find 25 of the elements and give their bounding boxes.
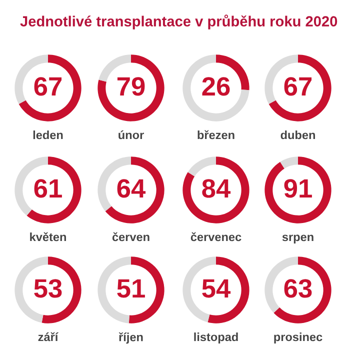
data-label: 79 bbox=[117, 77, 145, 96]
text: září bbox=[38, 332, 58, 342]
text: srpen bbox=[282, 234, 314, 244]
data-label: 67 bbox=[34, 77, 62, 96]
data-label: 64 bbox=[117, 179, 146, 198]
text: březen bbox=[198, 130, 234, 140]
text: červenec bbox=[190, 232, 242, 242]
text: říjen bbox=[118, 332, 143, 344]
data-label: 63 bbox=[284, 279, 312, 298]
data-label: 26 bbox=[202, 77, 230, 96]
data-label: 51 bbox=[117, 279, 145, 298]
data-label: 54 bbox=[202, 279, 231, 298]
data-label: 53 bbox=[34, 279, 62, 298]
text: únor bbox=[118, 130, 144, 140]
text: prosinec bbox=[274, 332, 322, 344]
text: listopad bbox=[194, 332, 238, 344]
text: červen bbox=[112, 232, 150, 242]
data-label: 67 bbox=[284, 77, 312, 96]
text: duben bbox=[280, 130, 315, 140]
data-label: 91 bbox=[284, 179, 312, 198]
text: leden bbox=[33, 130, 63, 140]
text: Jednotlivé transplantace v průběhu roku 2020 bbox=[20, 14, 338, 30]
text: květen bbox=[30, 232, 66, 242]
data-label: 84 bbox=[202, 179, 231, 198]
data-label: 61 bbox=[34, 179, 62, 198]
